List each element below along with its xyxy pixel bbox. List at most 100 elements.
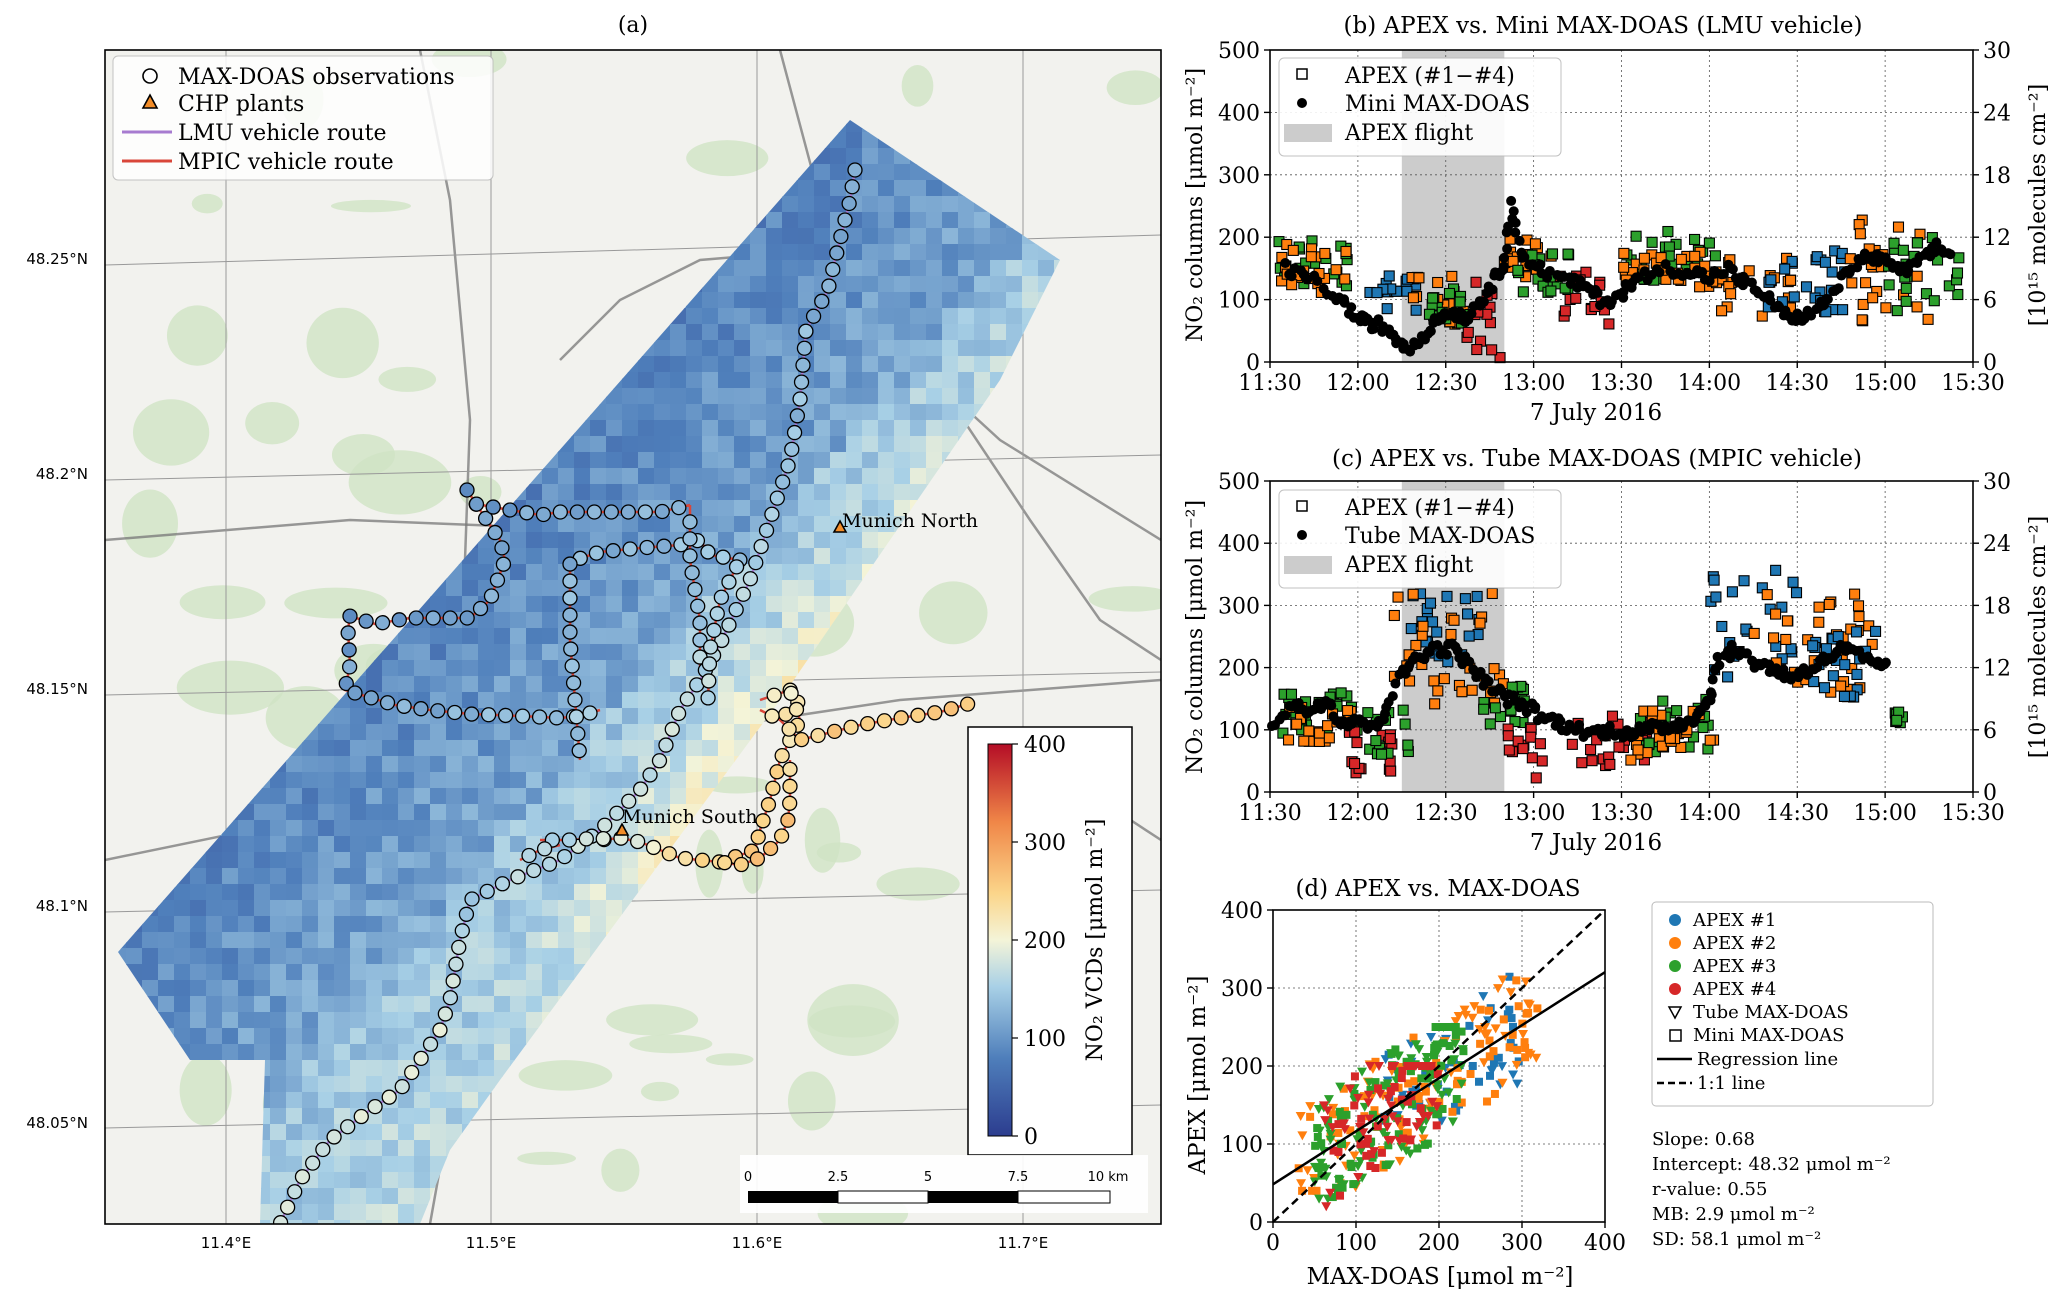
observation-point <box>721 574 737 590</box>
observation-point <box>464 891 480 907</box>
stat-r: r-value: 0.55 <box>1652 1179 1767 1200</box>
map-area[interactable]: Munich North Munich South 0 100 200 300 400 … <box>105 42 1176 1237</box>
scatter-point <box>1403 1097 1412 1106</box>
maxdoas-point <box>1280 258 1291 269</box>
scatter-point <box>1353 1172 1364 1182</box>
scatter-point <box>1406 1054 1417 1064</box>
apex-point <box>1807 640 1819 652</box>
observation-point <box>639 539 655 556</box>
y-tick-label: 400 <box>1221 899 1263 924</box>
apex-point <box>1432 276 1444 289</box>
observation-point <box>692 615 708 631</box>
x-tick-label: 12:00 <box>1326 801 1389 826</box>
maxdoas-point <box>1498 261 1509 272</box>
legend-apex1-marker <box>1669 914 1681 926</box>
observation-point <box>408 610 424 626</box>
observation-point <box>588 545 605 561</box>
apex-point <box>1800 281 1813 293</box>
scatter-point <box>1320 1116 1331 1126</box>
maxdoas-point <box>1725 653 1736 664</box>
maxdoas-point <box>1555 716 1566 727</box>
scatter-point <box>1486 1071 1495 1080</box>
apex-point <box>1454 296 1466 308</box>
chp-label-north: Munich North <box>842 510 978 532</box>
lon-tick-0: 11.4°E <box>201 1234 251 1252</box>
observation-point <box>363 690 379 706</box>
panel-d-ylabel: APEX [μmol m⁻²] <box>1185 976 1211 1176</box>
y-tick-label: 0 <box>1246 351 1260 376</box>
chp-plant-icon <box>614 822 630 836</box>
scatter-point <box>1382 1122 1393 1132</box>
apex-point <box>1641 747 1653 759</box>
legend-mini-marker <box>1669 1029 1682 1042</box>
observation-point <box>959 696 976 712</box>
scatter-point <box>1296 1179 1307 1189</box>
observation-point <box>637 504 653 520</box>
scatter-point <box>1476 1039 1485 1048</box>
scatter-point <box>1426 1033 1437 1043</box>
apex-point <box>1849 588 1861 600</box>
observation-point <box>442 610 458 626</box>
scatter-point <box>1490 1024 1501 1034</box>
x-tick-label: 14:00 <box>1678 371 1741 396</box>
scatter-point <box>1485 1036 1494 1045</box>
observation-point <box>702 639 719 655</box>
observation-point <box>622 541 638 557</box>
observation-point <box>789 408 806 424</box>
maxdoas-point <box>1519 252 1530 263</box>
maxdoas-point <box>1286 271 1297 282</box>
apex-point <box>1410 639 1422 652</box>
apex-point <box>1445 628 1457 641</box>
legend-d-1: APEX #2 <box>1692 933 1776 954</box>
panel-b-xlabel: 7 July 2016 <box>1530 400 1662 426</box>
scatter-point <box>1513 1045 1522 1054</box>
scatter-point <box>1357 1067 1368 1077</box>
scatter-point <box>1324 1116 1333 1125</box>
y-tick-label: 300 <box>1221 977 1263 1002</box>
observation-point <box>749 851 766 867</box>
apex-point <box>1570 292 1582 304</box>
colorbar-label: NO₂ VCDs [μmol m⁻²] <box>1083 819 1108 1062</box>
observation-point <box>661 846 677 862</box>
maxdoas-point <box>1487 284 1498 295</box>
scatter-point <box>1485 1052 1494 1061</box>
observation-point <box>272 1215 289 1224</box>
plot-d[interactable]: 0 100 200 300 400 0 100 200 300 400 <box>1221 899 1626 1256</box>
apex-point <box>1441 590 1453 602</box>
maxdoas-point <box>1506 195 1517 206</box>
regression-line <box>1272 971 1606 1186</box>
scatter-point <box>1387 1112 1398 1122</box>
apex-point <box>1647 705 1659 717</box>
scatter-point <box>1377 1148 1386 1157</box>
scatter-point <box>1435 1097 1444 1106</box>
observation-point <box>843 719 859 735</box>
scatter-point <box>1497 975 1508 985</box>
scatter-point <box>1518 1029 1529 1039</box>
apex-point <box>1459 593 1471 605</box>
scatter-point <box>1336 1112 1345 1121</box>
apex-point <box>1298 735 1310 747</box>
y-tick-label: 500 <box>1218 39 1260 64</box>
scatter-point <box>1369 1147 1380 1157</box>
plot-c[interactable]: 11:30 12:00 12:30 13:00 13:30 14:00 14:30 15:00… <box>1218 470 2011 826</box>
apex-point <box>1606 710 1619 722</box>
chp-munich-south[interactable]: Munich South <box>614 806 758 836</box>
observation-point <box>305 1155 321 1171</box>
apex-point <box>1716 620 1728 633</box>
apex-point <box>1428 675 1440 687</box>
apex-point <box>1399 718 1411 730</box>
observation-point <box>765 780 781 796</box>
scatter-point <box>1499 1015 1508 1024</box>
scatter-point <box>1386 1135 1397 1145</box>
apex-point <box>1722 671 1734 683</box>
observation-point <box>497 707 514 724</box>
observation-point <box>565 675 582 691</box>
maxdoas-point <box>1478 296 1489 307</box>
scatter-point <box>1309 1162 1320 1172</box>
observation-point <box>338 675 354 692</box>
panel-c-ylabel: NO₂ columns [μmol m⁻²] <box>1183 500 1208 774</box>
chp-munich-north[interactable]: Munich North <box>832 510 978 533</box>
maxdoas-point <box>1530 704 1541 715</box>
scatter-point <box>1484 1006 1493 1015</box>
